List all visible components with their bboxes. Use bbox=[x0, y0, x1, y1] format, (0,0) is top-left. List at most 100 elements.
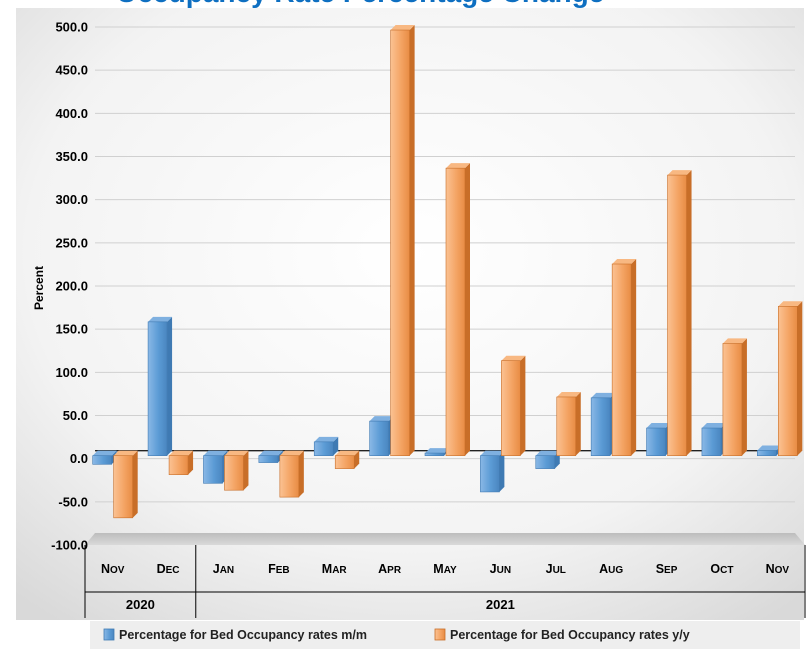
bar-yy-4 bbox=[334, 450, 360, 469]
bar-side bbox=[132, 450, 138, 518]
y-tick-label: 450.0 bbox=[55, 63, 88, 78]
legend-label-yy: Percentage for Bed Occupancy rates y/y bbox=[450, 628, 690, 642]
bar-yy-12 bbox=[778, 301, 803, 456]
bar-front bbox=[334, 455, 355, 469]
bar-mm-11 bbox=[701, 423, 726, 456]
bar-mm-4 bbox=[313, 436, 339, 456]
bars bbox=[92, 25, 803, 519]
bar-yy-1 bbox=[168, 450, 194, 475]
legend-swatch-yy bbox=[434, 628, 446, 641]
x-tick-label: MAY bbox=[433, 562, 457, 576]
bar-top bbox=[591, 392, 616, 398]
bar-yy-6 bbox=[445, 163, 470, 456]
category-floor bbox=[85, 533, 805, 545]
year-label: 2021 bbox=[486, 597, 515, 612]
bar-mm-3 bbox=[258, 450, 283, 463]
y-tick-label: 350.0 bbox=[55, 149, 88, 164]
year-label: 2020 bbox=[126, 597, 155, 612]
bar-top bbox=[556, 391, 581, 397]
bar-side bbox=[797, 301, 803, 456]
bar-top bbox=[224, 450, 249, 456]
bar-top bbox=[148, 316, 173, 322]
y-tick-label: 400.0 bbox=[55, 106, 88, 121]
bar-yy-8 bbox=[556, 391, 581, 456]
bar-front bbox=[646, 427, 666, 456]
bar-top bbox=[92, 450, 117, 456]
bar-yy-7 bbox=[501, 355, 526, 456]
bar-front bbox=[313, 441, 334, 456]
bar-front bbox=[390, 29, 410, 456]
bar-side bbox=[409, 25, 415, 456]
bar-top bbox=[258, 450, 283, 456]
legend: Percentage for Bed Occupancy rates m/m P… bbox=[90, 621, 800, 649]
bar-top bbox=[646, 423, 671, 429]
bar-mm-7 bbox=[480, 450, 505, 493]
bar-top bbox=[778, 301, 803, 307]
bar-top bbox=[757, 445, 782, 451]
bar-mm-10 bbox=[646, 423, 671, 456]
bar-front bbox=[445, 167, 466, 456]
bar-front bbox=[667, 174, 687, 456]
bar-top bbox=[667, 170, 692, 176]
bar-yy-0 bbox=[113, 450, 138, 519]
y-tick-label: -50.0 bbox=[58, 494, 88, 509]
bar-yy-9 bbox=[611, 259, 637, 456]
bar-top bbox=[535, 450, 560, 456]
x-tick-label: APR bbox=[378, 562, 402, 576]
bar-top bbox=[279, 450, 304, 456]
y-tick-label: 50.0 bbox=[63, 408, 88, 423]
y-axis-ticks: -100.0 -50.0 0.0 50.0 100.0 150.0 200.0 250.0 30… bbox=[51, 20, 88, 553]
x-tick-label: JAN bbox=[213, 562, 234, 576]
bar-top bbox=[701, 423, 726, 429]
bar-side bbox=[575, 391, 581, 456]
y-tick-label: -100.0 bbox=[51, 538, 88, 553]
bar-side bbox=[354, 450, 360, 469]
bar-top bbox=[113, 450, 138, 456]
bar-mm-9 bbox=[590, 392, 616, 456]
x-tick-label: AUG bbox=[599, 562, 623, 576]
bar-side bbox=[188, 450, 194, 475]
bar-top bbox=[335, 450, 360, 456]
bar-mm-1 bbox=[147, 316, 173, 456]
bar-side bbox=[499, 450, 505, 492]
bar-top bbox=[612, 259, 637, 265]
floor-panel bbox=[85, 533, 805, 545]
bar-front bbox=[258, 455, 279, 463]
bar-side bbox=[631, 259, 637, 456]
bar-yy-2 bbox=[224, 450, 249, 491]
bar-side bbox=[243, 450, 249, 491]
x-tick-label: OCT bbox=[710, 562, 733, 576]
bar-yy-10 bbox=[667, 170, 692, 456]
bar-front bbox=[279, 455, 300, 498]
bar-yy-11 bbox=[722, 338, 747, 456]
y-tick-label: 250.0 bbox=[55, 235, 88, 250]
bar-side bbox=[465, 163, 470, 456]
bar-side bbox=[333, 436, 339, 456]
bar-top bbox=[501, 355, 526, 361]
x-tick-label: MAR bbox=[322, 562, 348, 576]
bar-top bbox=[722, 338, 747, 344]
bar-top bbox=[446, 163, 470, 169]
legend-label-mm: Percentage for Bed Occupancy rates m/m bbox=[119, 628, 367, 642]
bar-front bbox=[556, 396, 577, 456]
y-axis-title: Percent bbox=[32, 266, 46, 310]
bar-top bbox=[369, 416, 394, 422]
bar-yy-5 bbox=[390, 25, 415, 456]
y-tick-label: 200.0 bbox=[55, 279, 88, 294]
x-tick-label: SEP bbox=[656, 562, 678, 576]
bar-mm-0 bbox=[92, 450, 117, 465]
bar-front bbox=[778, 306, 798, 456]
x-tick-label: DEC bbox=[157, 562, 180, 576]
bar-front bbox=[113, 455, 133, 519]
bar-front bbox=[168, 455, 189, 475]
bar-mm-5 bbox=[369, 416, 394, 456]
y-tick-label: 0.0 bbox=[70, 451, 88, 466]
bar-yy-3 bbox=[279, 450, 304, 498]
y-tick-label: 150.0 bbox=[55, 322, 88, 337]
bar-top bbox=[314, 436, 339, 442]
bar-mm-2 bbox=[203, 450, 228, 484]
bar-side bbox=[741, 338, 747, 456]
bar-front bbox=[92, 455, 112, 465]
